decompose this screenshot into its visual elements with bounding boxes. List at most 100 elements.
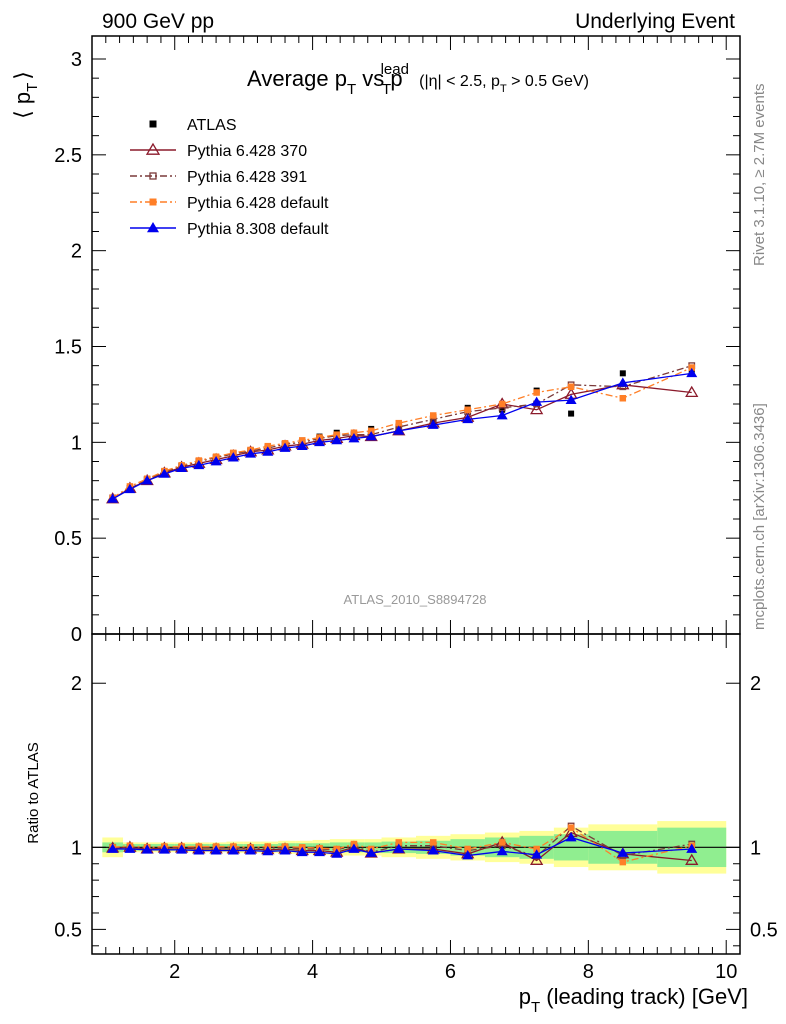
header-right: Underlying Event bbox=[575, 10, 735, 33]
data-point bbox=[227, 845, 239, 855]
data-point bbox=[565, 394, 577, 405]
data-point bbox=[567, 383, 575, 390]
ratio-y-tick-label-right: 0.5 bbox=[750, 919, 778, 941]
ratio-y-tick-label: 0.5 bbox=[54, 919, 82, 941]
data-point bbox=[331, 848, 343, 858]
rivet-label: Rivet 3.1.10, ≥ 2.7M events bbox=[751, 84, 768, 267]
data-point bbox=[350, 429, 358, 436]
legend-label: Pythia 6.428 370 bbox=[187, 143, 307, 160]
ratio-y-tick-label: 2 bbox=[71, 673, 82, 695]
data-point bbox=[348, 433, 360, 443]
x-tick-label: 4 bbox=[307, 961, 318, 983]
data-point bbox=[348, 843, 360, 853]
data-point bbox=[149, 120, 157, 128]
data-point bbox=[429, 839, 437, 846]
chart-title: Average pT vs plead T (|η| < 2.5, pT > 0.5… bbox=[247, 61, 589, 98]
data-point bbox=[245, 845, 257, 855]
ratio-y-tick-label-right: 1 bbox=[750, 837, 761, 859]
ratio-plot-frame bbox=[91, 633, 741, 955]
legend-item: Pythia 6.428 default bbox=[130, 195, 329, 212]
data-point bbox=[686, 843, 698, 853]
series-pythia-8-308-default bbox=[107, 831, 698, 860]
data-point bbox=[619, 395, 627, 402]
data-point bbox=[686, 367, 698, 378]
axis-ticks bbox=[92, 36, 740, 954]
data-point bbox=[498, 839, 506, 846]
legend-item: ATLAS bbox=[149, 117, 237, 134]
data-point bbox=[685, 853, 699, 865]
data-point bbox=[395, 839, 403, 846]
series-line bbox=[112, 384, 692, 500]
legend-label: Pythia 6.428 391 bbox=[187, 169, 307, 186]
main-y-tick-labels: 0 0.5 1 1.5 2 2.5 3 bbox=[54, 49, 82, 646]
data-point bbox=[313, 846, 325, 857]
data-point bbox=[176, 462, 188, 473]
data-point bbox=[279, 442, 291, 452]
legend: ATLAS Pythia 6.428 370 Pythia 6.428 391 Pyt… bbox=[130, 117, 329, 238]
x-tick-label: 2 bbox=[169, 961, 180, 983]
data-point bbox=[619, 858, 627, 866]
data-point bbox=[568, 410, 575, 417]
main-y-axis-label: ⟨ pT⟩ bbox=[10, 71, 41, 119]
series-pythia-6-428-370 bbox=[106, 378, 699, 504]
data-point bbox=[462, 850, 474, 860]
data-point bbox=[496, 845, 508, 856]
data-point bbox=[498, 400, 506, 408]
data-point bbox=[313, 436, 325, 447]
header-left: 900 GeV pp bbox=[102, 10, 214, 33]
legend-label: ATLAS bbox=[187, 117, 237, 134]
data-point bbox=[296, 846, 308, 857]
y-tick-label: 0.5 bbox=[54, 528, 82, 550]
data-point bbox=[365, 431, 377, 441]
mcplots-label: mcplots.cern.ch [arXiv:1306.3436] bbox=[751, 403, 768, 630]
series-line bbox=[112, 365, 692, 499]
data-point bbox=[531, 396, 543, 406]
svg-text:⟨ pT⟩: ⟨ pT⟩ bbox=[10, 71, 41, 119]
data-point bbox=[193, 845, 205, 855]
data-point bbox=[145, 142, 161, 155]
data-point bbox=[193, 459, 205, 470]
series-pythia-8-308-default bbox=[107, 367, 698, 503]
data-point bbox=[176, 844, 188, 854]
data-point bbox=[617, 377, 629, 387]
y-tick-label: 1 bbox=[71, 432, 82, 454]
legend-item: Pythia 8.308 default bbox=[130, 221, 329, 238]
ratio-series-layer bbox=[106, 822, 699, 866]
data-point bbox=[149, 172, 157, 180]
y-tick-label: 2 bbox=[71, 241, 82, 263]
y-tick-label: 2.5 bbox=[54, 145, 82, 167]
data-point bbox=[393, 425, 405, 435]
data-point bbox=[365, 847, 377, 857]
data-point bbox=[533, 389, 540, 396]
data-point bbox=[141, 475, 153, 485]
data-point bbox=[685, 385, 699, 398]
data-point bbox=[427, 419, 439, 429]
x-tick-label: 10 bbox=[715, 961, 737, 983]
data-point bbox=[496, 410, 508, 420]
ratio-y-tick-label: 1 bbox=[71, 837, 82, 859]
data-point bbox=[124, 483, 136, 494]
legend-label: Pythia 8.308 default bbox=[187, 221, 329, 238]
data-point bbox=[210, 456, 222, 466]
x-tick-label: 6 bbox=[445, 961, 456, 983]
data-point bbox=[427, 845, 439, 855]
data-point bbox=[158, 468, 170, 478]
data-point bbox=[530, 402, 544, 415]
data-point bbox=[367, 427, 375, 435]
ratio-y-tick-label-right: 2 bbox=[750, 673, 761, 695]
main-series-layer bbox=[106, 362, 699, 504]
data-point bbox=[124, 843, 136, 853]
data-point bbox=[464, 406, 471, 413]
data-point bbox=[107, 493, 119, 503]
data-point bbox=[299, 437, 306, 444]
legend-label: Pythia 6.428 default bbox=[187, 195, 329, 212]
data-point bbox=[149, 198, 157, 206]
data-point bbox=[617, 847, 629, 857]
data-point bbox=[158, 844, 170, 854]
data-point bbox=[395, 419, 403, 427]
data-point bbox=[565, 831, 577, 842]
data-point bbox=[141, 844, 153, 854]
analysis-watermark: ATLAS_2010_S8894728 bbox=[344, 592, 487, 607]
data-point bbox=[333, 431, 340, 438]
